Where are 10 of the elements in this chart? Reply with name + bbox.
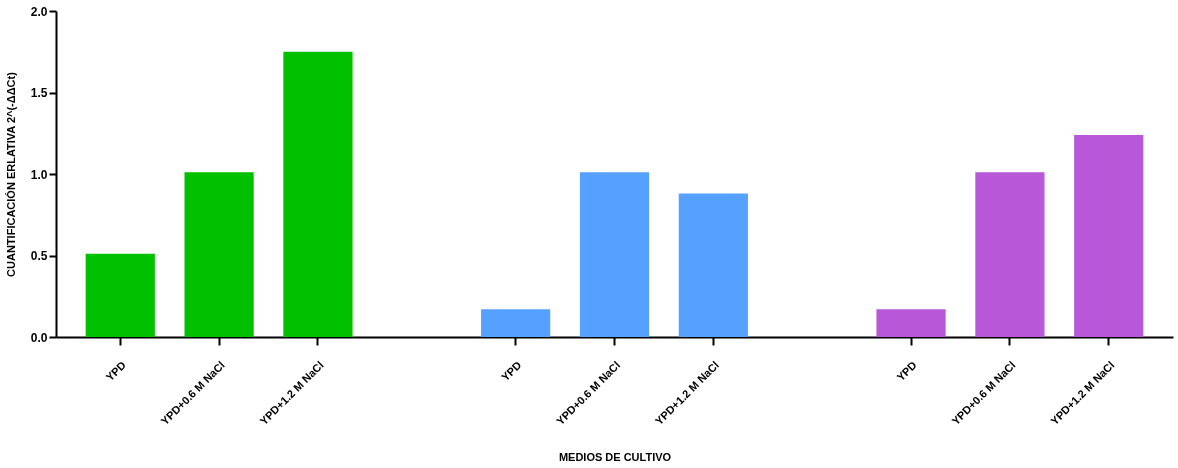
y-tick-label: 1.5 <box>30 86 48 100</box>
x-tick-label: YPD <box>894 358 919 384</box>
y-axis-title: CUANTIFICACIÓN ERLATIVA 2^(-ΔΔCt) <box>4 71 17 277</box>
y-tick-label: 2.0 <box>30 4 48 19</box>
x-axis-title: MEDIOS DE CULTIVO <box>558 451 672 464</box>
x-tick-label: YPD <box>103 358 129 384</box>
y-tick-label: 0.0 <box>30 330 48 345</box>
x-tick-label: YPD <box>498 358 524 384</box>
y-tick-label: 1.0 <box>30 167 48 182</box>
y-tick-label: 0.5 <box>30 249 48 263</box>
